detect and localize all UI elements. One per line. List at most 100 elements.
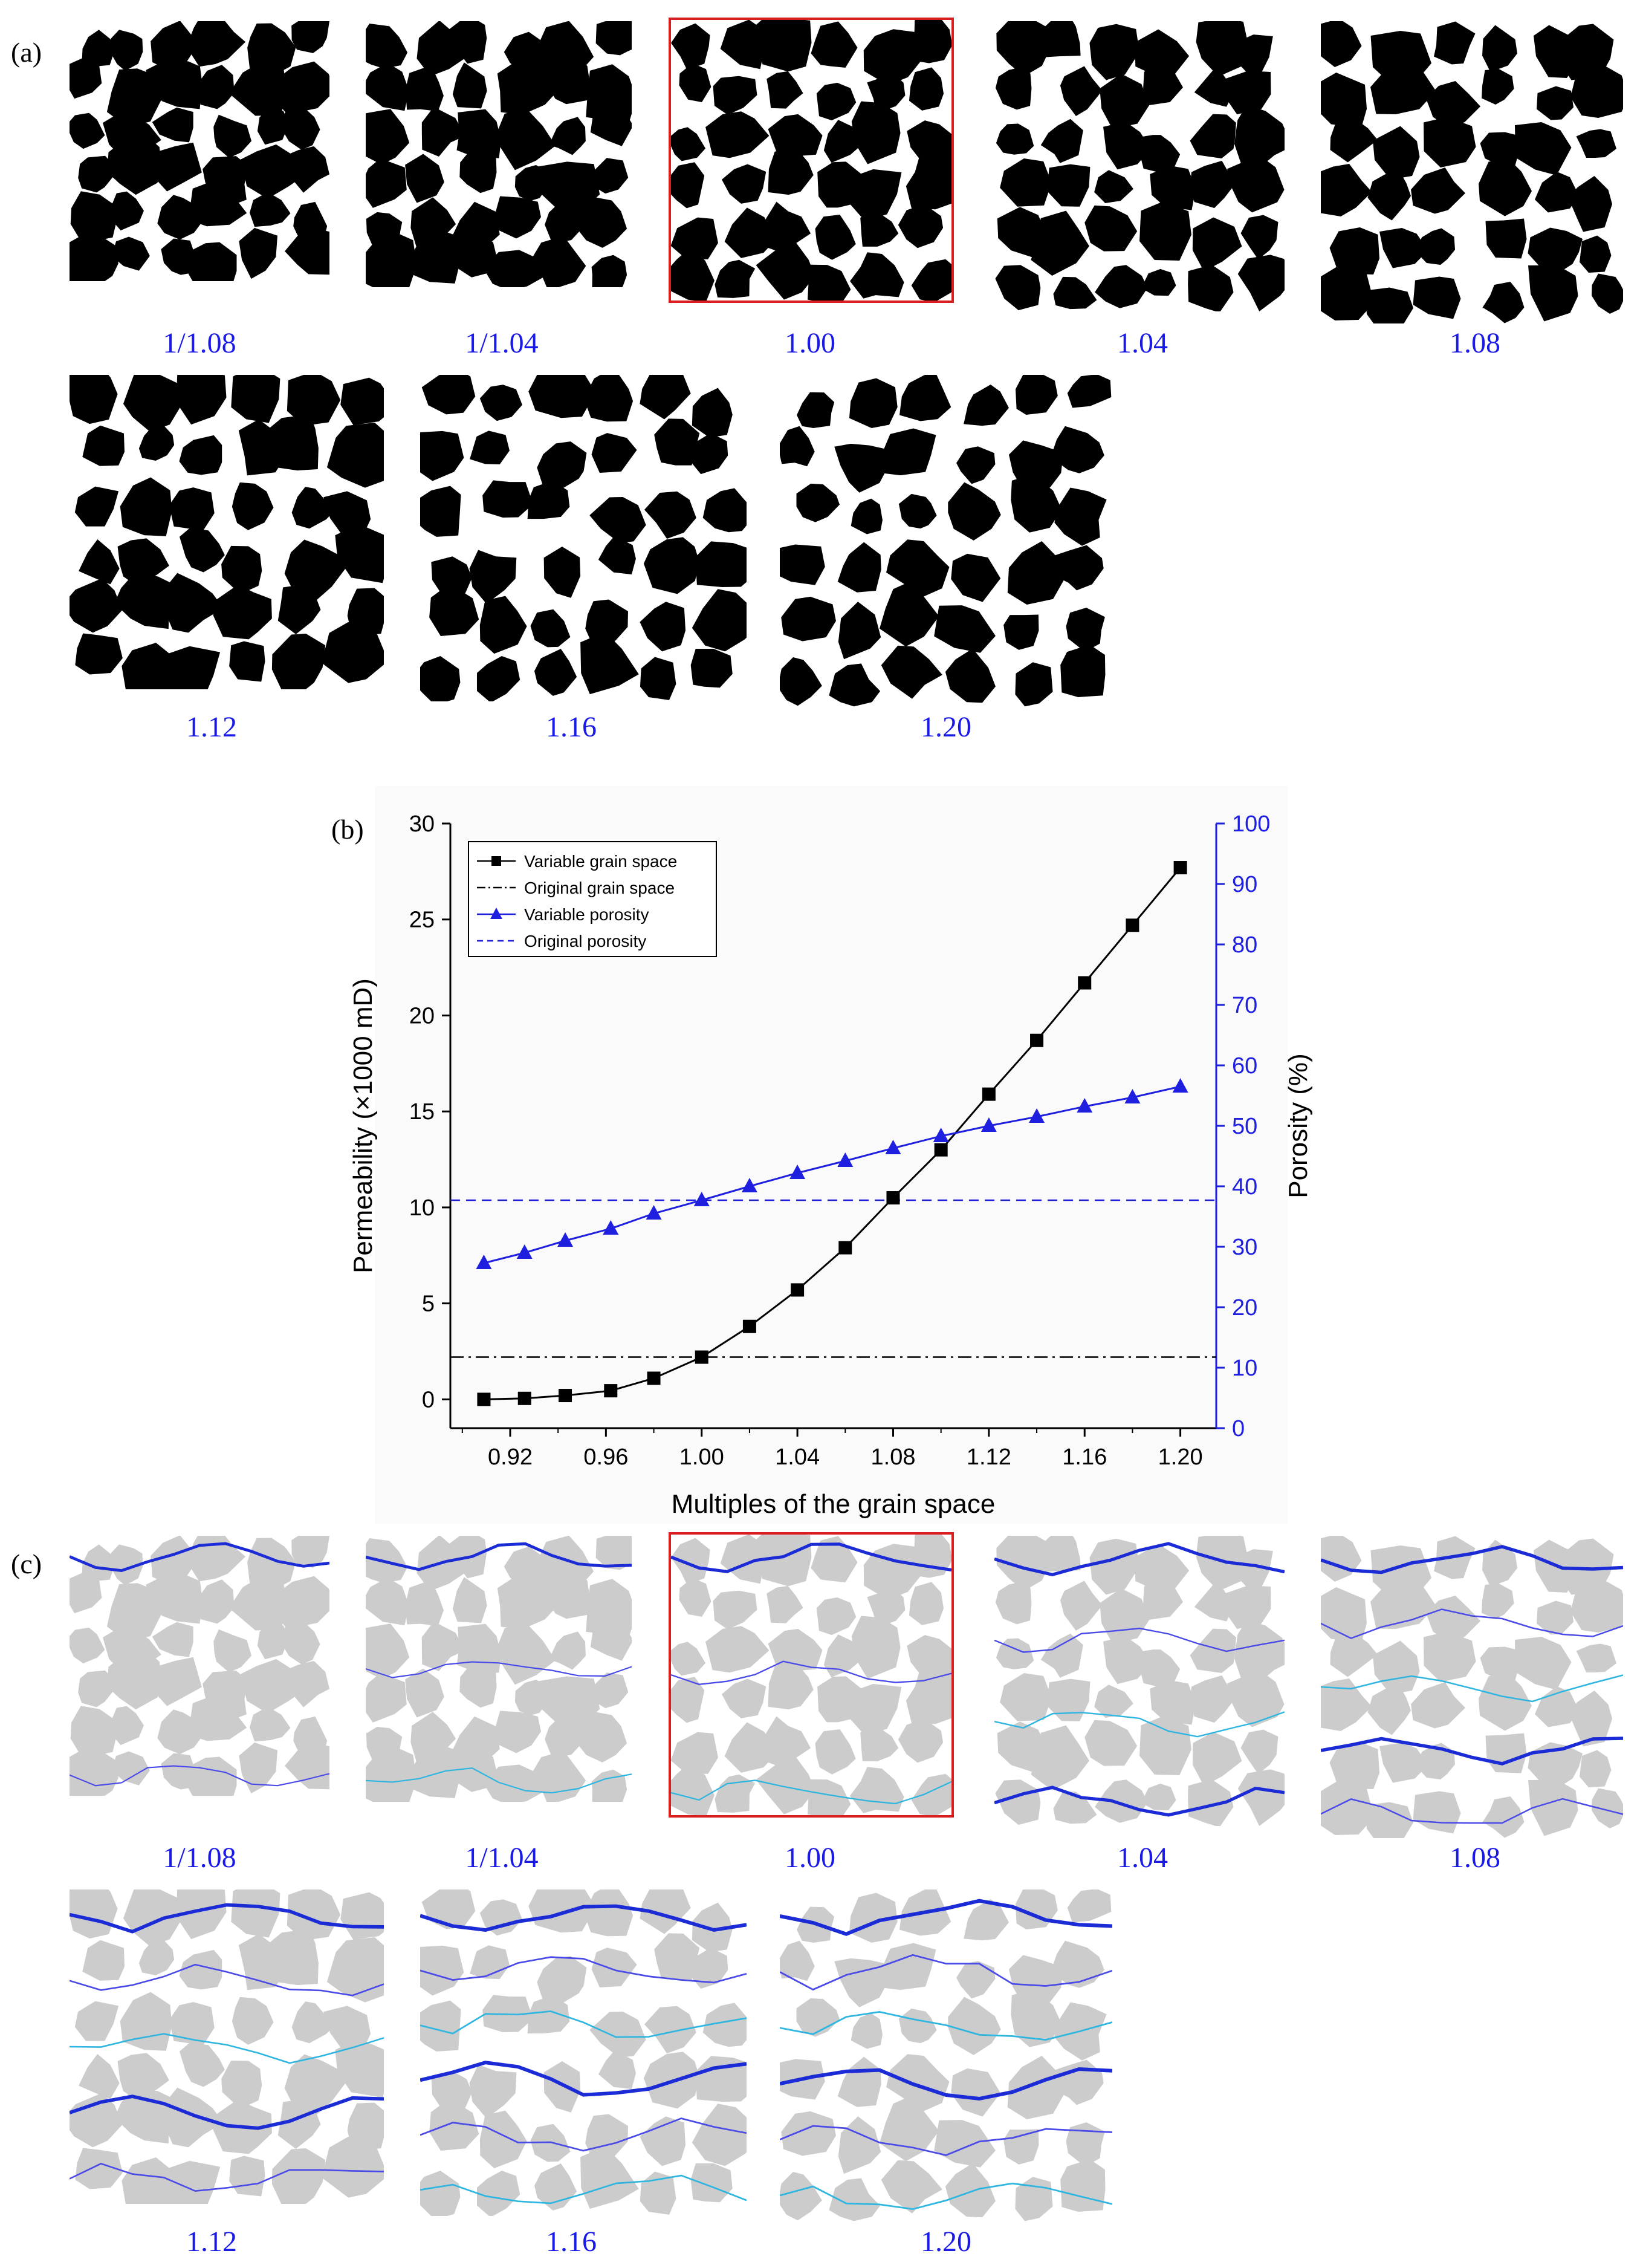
permeability-point (886, 1191, 900, 1205)
grain-image-tile (420, 375, 747, 701)
porosity-point (646, 1205, 662, 1220)
y-axis-right-label: Porosity (%) (1283, 1053, 1313, 1198)
streamline-image-tile (366, 1536, 632, 1802)
permeability-point (517, 1391, 531, 1405)
permeability-point (477, 1392, 491, 1406)
legend-label: Original grain space (524, 879, 675, 897)
porosity-point (1124, 1089, 1141, 1103)
porosity-line (484, 1085, 1181, 1264)
porosity-point (741, 1178, 757, 1192)
y-left-tick-label: 30 (409, 811, 435, 837)
x-tick-label: 1.16 (1062, 1444, 1107, 1470)
permeability-point (791, 1283, 805, 1297)
tile-label: 1.04 (1117, 327, 1168, 359)
porosity-point (1029, 1108, 1045, 1123)
tile-label: 1.00 (785, 327, 835, 359)
panel-c-label: (c) (11, 1548, 42, 1579)
streamline-image-tile (780, 1889, 1112, 2222)
legend-label: Variable grain space (524, 852, 677, 871)
legend-marker (490, 908, 502, 919)
grain-image-tile (780, 375, 1112, 707)
legend-marker (491, 856, 501, 866)
y-right-tick-label: 50 (1232, 1114, 1257, 1139)
permeability-point (1173, 861, 1187, 875)
x-tick-label: 1.20 (1158, 1444, 1203, 1470)
y-left-tick-label: 5 (422, 1292, 435, 1317)
y-right-tick-label: 20 (1232, 1295, 1257, 1321)
y-left-tick-label: 0 (422, 1387, 435, 1412)
y-right-tick-label: 0 (1232, 1416, 1245, 1441)
porosity-point (1172, 1078, 1188, 1093)
tile-label: 1.12 (186, 711, 237, 743)
tile-label: 1.12 (186, 2226, 237, 2258)
tile-label: 1.00 (785, 1842, 835, 1874)
permeability-line (484, 867, 1181, 1400)
porosity-point (789, 1165, 806, 1179)
porosity-point (980, 1117, 997, 1132)
grain-image-tile (1321, 21, 1623, 323)
y-right-tick-label: 60 (1232, 1053, 1257, 1079)
y-axis-left-label: Permeability (×1000 mD) (348, 978, 378, 1273)
permeability-point (982, 1087, 996, 1101)
tile-label: 1.20 (921, 2226, 971, 2258)
tile-label: 1.08 (1450, 1842, 1500, 1874)
grain-image-tile (994, 21, 1285, 311)
y-left-tick-label: 10 (409, 1195, 435, 1221)
permeability-point (1078, 976, 1092, 990)
y-right-tick-label: 100 (1232, 811, 1270, 837)
tile-label: 1.08 (1450, 327, 1500, 359)
y-left-tick-label: 25 (409, 908, 435, 933)
legend-box (468, 841, 717, 957)
permeability-point (934, 1143, 948, 1157)
streamline-image-tile (70, 1536, 329, 1796)
grain-image-tile (70, 375, 384, 689)
porosity-point (885, 1140, 901, 1154)
streamline-image-tile (1321, 1536, 1623, 1838)
porosity-point (516, 1244, 533, 1259)
panel-b-label: (b) (331, 814, 364, 845)
x-tick-label: 1.08 (871, 1444, 916, 1470)
permeability-point (1030, 1033, 1044, 1047)
y-right-tick-label: 30 (1232, 1235, 1257, 1260)
x-tick-label: 1.00 (679, 1444, 724, 1470)
tile-label: 1/1.04 (465, 327, 539, 359)
porosity-point (933, 1128, 949, 1142)
tile-label: 1.16 (546, 711, 597, 743)
x-tick-label: 0.92 (488, 1444, 533, 1470)
porosity-point (476, 1255, 492, 1269)
x-tick-label: 1.04 (775, 1444, 820, 1470)
tile-label: 1/1.04 (465, 1842, 539, 1874)
permeability-point (838, 1241, 852, 1255)
streamline-image-tile (420, 1889, 747, 2216)
legend-label: Original porosity (524, 932, 646, 950)
porosity-point (1077, 1098, 1093, 1113)
tile-label: 1/1.08 (163, 1842, 236, 1874)
permeability-point (1126, 918, 1139, 932)
y-right-tick-label: 80 (1232, 932, 1257, 958)
streamline-image-tile-highlighted (669, 1532, 954, 1818)
permeability-point (559, 1389, 572, 1403)
y-left-tick-label: 20 (409, 1003, 435, 1028)
streamline-image-tile (994, 1536, 1285, 1826)
y-right-tick-label: 40 (1232, 1174, 1257, 1200)
legend-label: Variable porosity (524, 905, 649, 924)
porosity-point (693, 1192, 710, 1206)
porosity-point (603, 1220, 619, 1235)
grain-image-tile-highlighted (669, 18, 954, 303)
tile-label: 1.20 (921, 711, 971, 743)
y-right-tick-label: 90 (1232, 872, 1257, 897)
x-axis-label: Multiples of the grain space (672, 1489, 996, 1519)
permeability-point (695, 1350, 708, 1364)
tile-label: 1/1.08 (163, 327, 236, 359)
x-tick-label: 1.12 (967, 1444, 1011, 1470)
y-left-tick-label: 15 (409, 1099, 435, 1125)
x-tick-label: 0.96 (583, 1444, 628, 1470)
permeability-point (742, 1319, 756, 1333)
tile-label: 1.04 (1117, 1842, 1168, 1874)
tile-label: 1.16 (546, 2226, 597, 2258)
y-right-tick-label: 70 (1232, 993, 1257, 1018)
grain-image-tile (70, 21, 329, 281)
porosity-point (837, 1152, 854, 1167)
grain-image-tile (366, 21, 632, 287)
permeability-point (604, 1384, 618, 1398)
